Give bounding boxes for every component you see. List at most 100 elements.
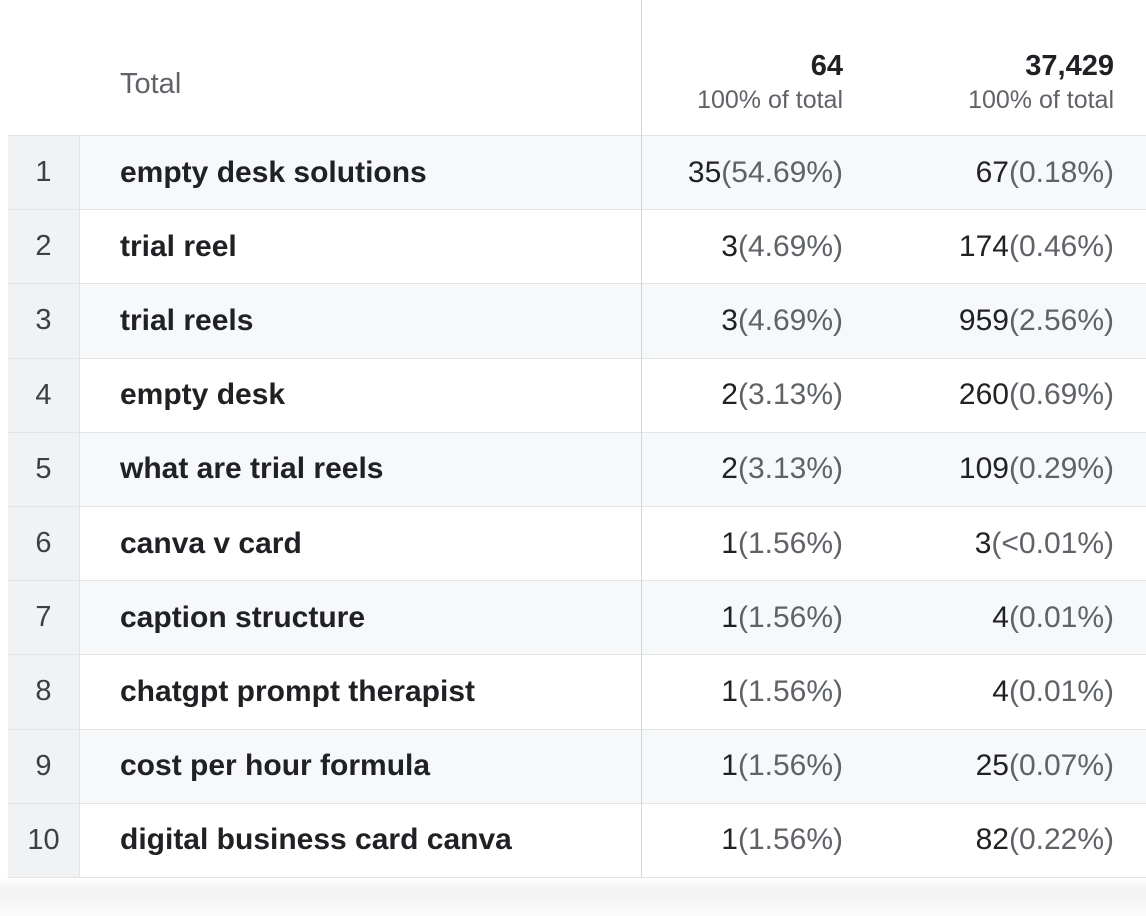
metric1-percent: (3.13%) [737,452,843,486]
table-row: 3 trial reels 3 (4.69%) 959 (2.56%) [8,283,1146,358]
metric1-value: 1 [721,600,738,634]
metric1-percent: (1.56%) [737,600,843,634]
metric2-value: 959 [958,303,1009,337]
metric2-value: 4 [992,600,1009,634]
total-row-label: Total [120,68,182,100]
table-row: 4 empty desk 2 (3.13%) 260 (0.69%) [8,357,1146,432]
metric1-percent: (4.69%) [737,229,843,263]
metric1-total-subtitle: 100% of total [697,86,843,114]
column-divider-line [641,0,642,878]
metric1-percent: (3.13%) [737,378,843,412]
metric2-percent: (0.69%) [1008,378,1114,412]
row-rank: 9 [8,729,80,803]
search-term: empty desk solutions [120,155,427,189]
metric1-percent: (54.69%) [721,155,843,189]
table-row: 1 empty desk solutions 35 (54.69%) 67 (0… [8,135,1146,210]
metric2-cell: 82 (0.22%) [843,804,1114,877]
row-rank: 6 [8,506,80,581]
metric2-value: 174 [958,229,1009,263]
table-row: 8 chatgpt prompt therapist 1 (1.56%) 4 (… [8,654,1146,729]
metric1-value: 2 [721,378,738,412]
metric1-value: 2 [721,452,738,486]
metric1-cell: 2 (3.13%) [642,359,843,432]
search-term: canva v card [120,526,302,560]
metric1-value: 3 [721,229,738,263]
metric1-value: 3 [721,303,738,337]
table-row: 2 trial reel 3 (4.69%) 174 (0.46%) [8,209,1146,284]
search-term: digital business card canva [120,823,512,857]
metric1-value: 1 [721,749,738,783]
metric1-cell: 1 (1.56%) [642,507,843,580]
metric2-percent: (0.01%) [1008,674,1114,708]
metric2-value: 3 [974,526,992,560]
metric2-percent: (2.56%) [1008,303,1114,337]
table-row: 5 what are trial reels 2 (3.13%) 109 (0.… [8,431,1146,506]
metric2-total: 37,429 100% of total [843,49,1114,135]
metric2-cell: 3 (<0.01%) [843,507,1114,580]
metric2-cell: 25 (0.07%) [843,730,1114,803]
row-rank: 7 [8,581,80,655]
search-term: cost per hour formula [120,749,431,783]
search-term: trial reel [120,229,237,263]
metric1-total: 64 100% of total [642,49,843,135]
metric2-percent: (0.22%) [1008,823,1114,857]
metric2-cell: 4 (0.01%) [843,655,1114,728]
metric1-percent: (1.56%) [737,823,843,857]
metric1-cell: 35 (54.69%) [642,136,843,209]
metric1-value: 1 [721,674,738,708]
metric1-cell: 1 (1.56%) [642,581,843,654]
metric1-value: 1 [721,526,738,560]
metric2-percent: (0.07%) [1008,749,1114,783]
table-row: 9 cost per hour formula 1 (1.56%) 25 (0.… [8,728,1146,803]
metric1-percent: (4.69%) [737,303,843,337]
metric2-value: 260 [958,378,1009,412]
table-row: 10 digital business card canva 1 (1.56%)… [8,802,1146,877]
metric2-cell: 174 (0.46%) [843,210,1114,283]
table-row: 6 canva v card 1 (1.56%) 3 (<0.01%) [8,505,1146,581]
search-term: what are trial reels [120,452,384,486]
metric2-value: 67 [975,155,1009,189]
metric1-cell: 1 (1.56%) [642,655,843,728]
metric1-value: 35 [687,155,722,189]
metric2-percent: (0.29%) [1008,452,1114,486]
metric2-total-subtitle: 100% of total [968,86,1114,114]
search-term: empty desk [120,378,286,412]
row-rank: 8 [8,655,80,729]
row-rank: 4 [8,358,80,432]
metric2-percent: (0.18%) [1008,155,1114,189]
row-rank: 5 [8,432,80,506]
row-rank: 1 [8,136,80,210]
row-rank: 10 [8,803,80,877]
row-rank: 2 [8,210,80,284]
metric2-value: 109 [958,452,1009,486]
metric1-percent: (1.56%) [737,674,843,708]
metric1-total-value: 64 [810,50,843,82]
metric2-value: 4 [992,674,1009,708]
metric2-value: 25 [975,749,1009,783]
row-rank: 3 [8,284,80,358]
metric2-cell: 959 (2.56%) [843,284,1114,357]
metric2-percent: (0.01%) [1008,600,1114,634]
metric1-percent: (1.56%) [737,526,843,560]
search-term: trial reels [120,303,254,337]
table-row: 7 caption structure 1 (1.56%) 4 (0.01%) [8,580,1146,655]
search-term: caption structure [120,600,366,634]
table-rows: 1 empty desk solutions 35 (54.69%) 67 (0… [8,135,1146,878]
metric1-cell: 1 (1.56%) [642,730,843,803]
metric2-percent: (0.46%) [1008,229,1114,263]
metric2-cell: 4 (0.01%) [843,581,1114,654]
metric1-percent: (1.56%) [737,749,843,783]
metric2-total-value: 37,429 [1025,50,1114,82]
metric2-percent: (<0.01%) [991,526,1114,560]
metric2-cell: 109 (0.29%) [843,433,1114,506]
metric2-cell: 260 (0.69%) [843,359,1114,432]
metric1-cell: 3 (4.69%) [642,284,843,357]
metric1-cell: 2 (3.13%) [642,433,843,506]
metric2-value: 82 [975,823,1009,857]
table-bottom-shadow [0,878,1146,916]
table-totals-header: Total 64 100% of total 37,429 100% of to… [8,0,1146,135]
metric2-cell: 67 (0.18%) [843,136,1114,209]
search-term: chatgpt prompt therapist [120,674,476,708]
metric1-cell: 3 (4.69%) [642,210,843,283]
